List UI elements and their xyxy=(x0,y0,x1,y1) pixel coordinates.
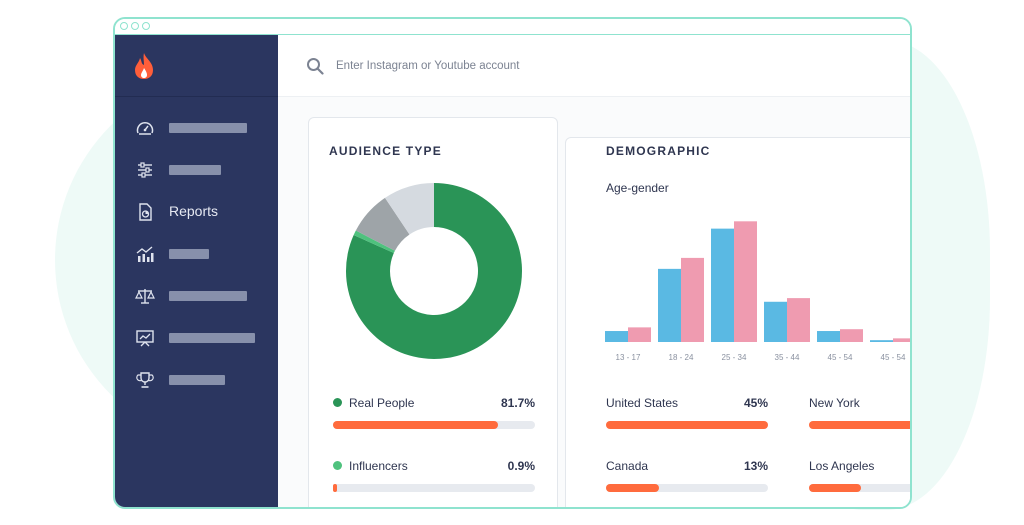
bar-male-0 xyxy=(605,331,628,342)
x-tick-label: 45 - 54 xyxy=(828,353,853,362)
logo-area xyxy=(115,35,278,97)
bar-female-0 xyxy=(628,327,651,342)
window-maximize-dot[interactable] xyxy=(142,22,150,30)
bar-male-5 xyxy=(870,340,893,342)
bar-male-2 xyxy=(711,228,734,342)
analytics-icon xyxy=(136,246,154,262)
progress-fill xyxy=(333,421,499,429)
donut-slice-suspicious xyxy=(384,183,434,235)
sidebar-item-placeholder-bar xyxy=(169,333,255,343)
x-tick-label: 13 - 17 xyxy=(616,353,641,362)
sidebar-item-placeholder-bar xyxy=(169,123,247,133)
scales-icon xyxy=(135,289,155,304)
bar-male-1 xyxy=(658,268,681,342)
window-minimize-dot[interactable] xyxy=(131,22,139,30)
x-tick-label: 45 - 54 xyxy=(881,353,906,362)
demographic-card: DEMOGRAPHIC Age-gender 13 - 17 18 - 24 25 … xyxy=(565,137,910,507)
search-icon[interactable] xyxy=(306,57,324,75)
audience-donut-chart xyxy=(346,183,522,359)
metric-label: Real People xyxy=(349,396,415,410)
sidebar-item-filters[interactable] xyxy=(115,158,278,182)
progress-track xyxy=(333,484,535,492)
x-tick-label: 25 - 34 xyxy=(722,353,747,362)
search-input[interactable] xyxy=(336,55,756,77)
sidebar-item-compare[interactable] xyxy=(115,284,278,308)
flame-logo-icon xyxy=(135,53,153,79)
city-label: New York xyxy=(809,396,860,410)
progress-track xyxy=(606,484,768,492)
bar-female-5 xyxy=(893,338,910,342)
city-label: Los Angeles xyxy=(809,459,875,473)
sidebar-item-analytics[interactable] xyxy=(115,242,278,266)
age-gender-bar-chart: 13 - 17 18 - 24 25 - 34 35 - 44 45 - 54 45 - … xyxy=(605,221,910,362)
audience-type-card: AUDIENCE TYPE Real People 81.7% Influenc… xyxy=(308,117,558,507)
report-icon xyxy=(139,203,152,221)
main-content: AUDIENCE TYPE Real People 81.7% Influenc… xyxy=(278,35,910,507)
sidebar-item-placeholder-bar xyxy=(169,249,209,259)
bar-female-2 xyxy=(734,221,757,342)
trophy-icon xyxy=(136,372,154,388)
donut-slice-influencers xyxy=(353,230,395,254)
x-tick-label: 18 - 24 xyxy=(669,353,694,362)
country-value: 45% xyxy=(743,396,768,410)
progress-track xyxy=(606,421,768,429)
sidebar-item-rankings[interactable] xyxy=(115,368,278,392)
progress-track xyxy=(809,421,910,429)
dashboard-icon xyxy=(136,122,154,135)
country-label: Canada xyxy=(606,459,649,473)
donut-slice-mass-followers xyxy=(355,197,410,251)
sidebar: Reports xyxy=(115,35,278,507)
metric-label: Influencers xyxy=(349,459,408,473)
presentation-icon xyxy=(136,330,154,347)
bar-male-3 xyxy=(764,301,787,342)
chart-subtitle: Age-gender xyxy=(606,181,669,195)
progress-fill xyxy=(809,484,861,492)
search-bar xyxy=(278,35,910,97)
sidebar-item-label: Reports xyxy=(169,203,219,219)
country-value: 13% xyxy=(743,459,768,473)
legend-dot xyxy=(333,398,342,407)
metric-value: 81.7% xyxy=(500,396,535,410)
sidebar-item-placeholder-bar xyxy=(169,375,225,385)
sliders-icon xyxy=(138,162,152,178)
window-titlebar xyxy=(115,19,910,35)
card-title: AUDIENCE TYPE xyxy=(329,144,442,158)
bar-female-4 xyxy=(840,329,863,342)
progress-fill xyxy=(333,484,338,492)
bar-male-4 xyxy=(817,331,840,342)
legend-dot xyxy=(333,461,342,470)
window-close-dot[interactable] xyxy=(120,22,128,30)
sidebar-item-placeholder-bar xyxy=(169,291,247,301)
country-label: United States xyxy=(606,396,679,410)
bar-female-3 xyxy=(787,298,810,342)
x-tick-label: 35 - 44 xyxy=(775,353,800,362)
progress-track xyxy=(809,484,910,492)
card-title: DEMOGRAPHIC xyxy=(606,144,711,158)
sidebar-item-campaigns[interactable] xyxy=(115,326,278,350)
sidebar-item-dashboard[interactable] xyxy=(115,116,278,140)
progress-track xyxy=(333,421,535,429)
progress-fill xyxy=(606,484,659,492)
sidebar-item-reports[interactable]: Reports xyxy=(115,200,278,224)
browser-window: Reports xyxy=(113,17,912,509)
sidebar-item-placeholder-bar xyxy=(169,165,221,175)
donut-slice-real-people xyxy=(346,183,522,359)
metric-value: 0.9% xyxy=(507,459,535,473)
bar-female-1 xyxy=(681,257,704,342)
